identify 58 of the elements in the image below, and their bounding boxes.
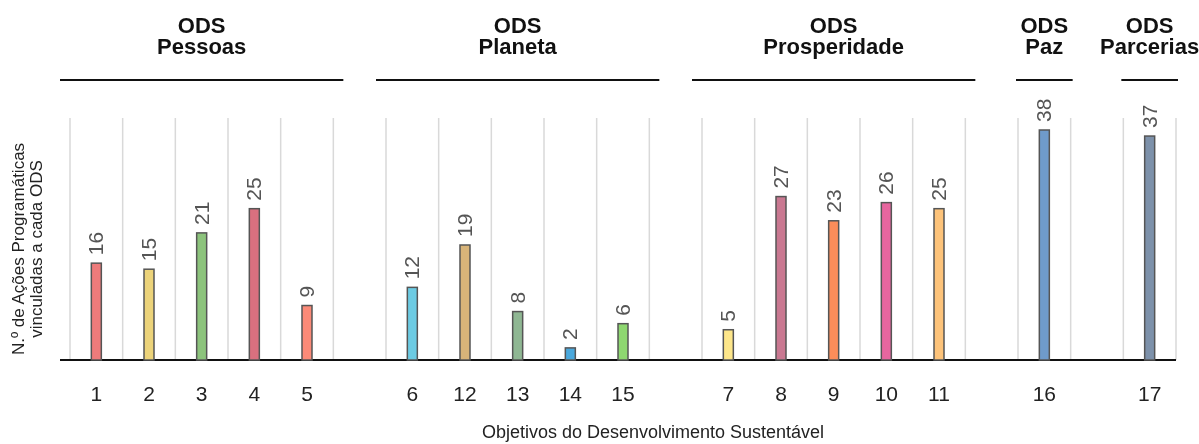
x-tick-label: 13: [505, 382, 530, 405]
x-tick-label: 17: [1137, 382, 1162, 405]
bar: [827, 220, 840, 361]
bar: [143, 268, 155, 361]
bar: [617, 322, 629, 361]
x-tick-label: 3: [195, 382, 208, 405]
data-label: 12: [400, 256, 424, 280]
x-tick-label: 10: [874, 382, 899, 405]
x-tick-label: 1: [90, 382, 103, 405]
data-label: 26: [874, 171, 898, 195]
text: ODS Parcerias: [1100, 13, 1199, 59]
bar: [880, 201, 893, 361]
data-label: 8: [505, 291, 529, 304]
bar: [301, 304, 313, 361]
data-label: 15: [137, 237, 160, 262]
text: ODS Planeta: [478, 13, 558, 59]
data-label: 37: [1137, 104, 1161, 129]
data-label: 27: [769, 165, 792, 189]
x-tick-label: 7: [722, 382, 735, 405]
data-label: 25: [242, 177, 266, 201]
bar: [933, 207, 945, 361]
data-label: 6: [611, 304, 634, 316]
bar: [1038, 129, 1051, 361]
x-tick-label: 9: [827, 382, 840, 405]
data-label: 25: [927, 177, 950, 201]
text: ODS Paz: [1020, 13, 1069, 59]
text: ODS Pessoas: [157, 13, 247, 59]
bar: [775, 195, 787, 361]
bar: [195, 232, 208, 361]
text: ODS Prosperidade: [763, 13, 904, 59]
bar: [511, 310, 524, 361]
x-tick-label: 6: [406, 382, 419, 405]
bar: [459, 244, 471, 361]
bar: [722, 328, 735, 361]
data-label: 5: [716, 310, 740, 322]
x-tick-label: 4: [248, 382, 261, 405]
bar: [1143, 135, 1156, 361]
data-label: 2: [558, 328, 582, 340]
data-label: 9: [295, 285, 318, 298]
data-label: 38: [1032, 98, 1056, 122]
bar: [90, 262, 103, 361]
bar: [564, 347, 577, 361]
bar: [406, 286, 419, 361]
bar: [248, 207, 261, 361]
x-tick-label: 5: [301, 382, 313, 405]
data-label: 23: [821, 189, 845, 213]
x-tick-label: 15: [611, 382, 635, 405]
data-label: 21: [189, 201, 213, 225]
x-tick-label: 16: [1032, 382, 1057, 405]
x-tick-label: 12: [453, 382, 477, 405]
x-tick-label: 11: [928, 382, 950, 405]
x-axis-title: Objetivos do Desenvolvimento Sustentável: [481, 422, 825, 442]
x-tick-label: 14: [558, 382, 583, 405]
x-tick-label: 8: [775, 382, 787, 405]
y-axis-title: N.º de Ações Programáticas vinculadas a cada ODS: [9, 142, 46, 356]
x-tick-label: 2: [143, 382, 155, 405]
data-label: 19: [453, 213, 476, 237]
data-label: 16: [84, 231, 108, 256]
